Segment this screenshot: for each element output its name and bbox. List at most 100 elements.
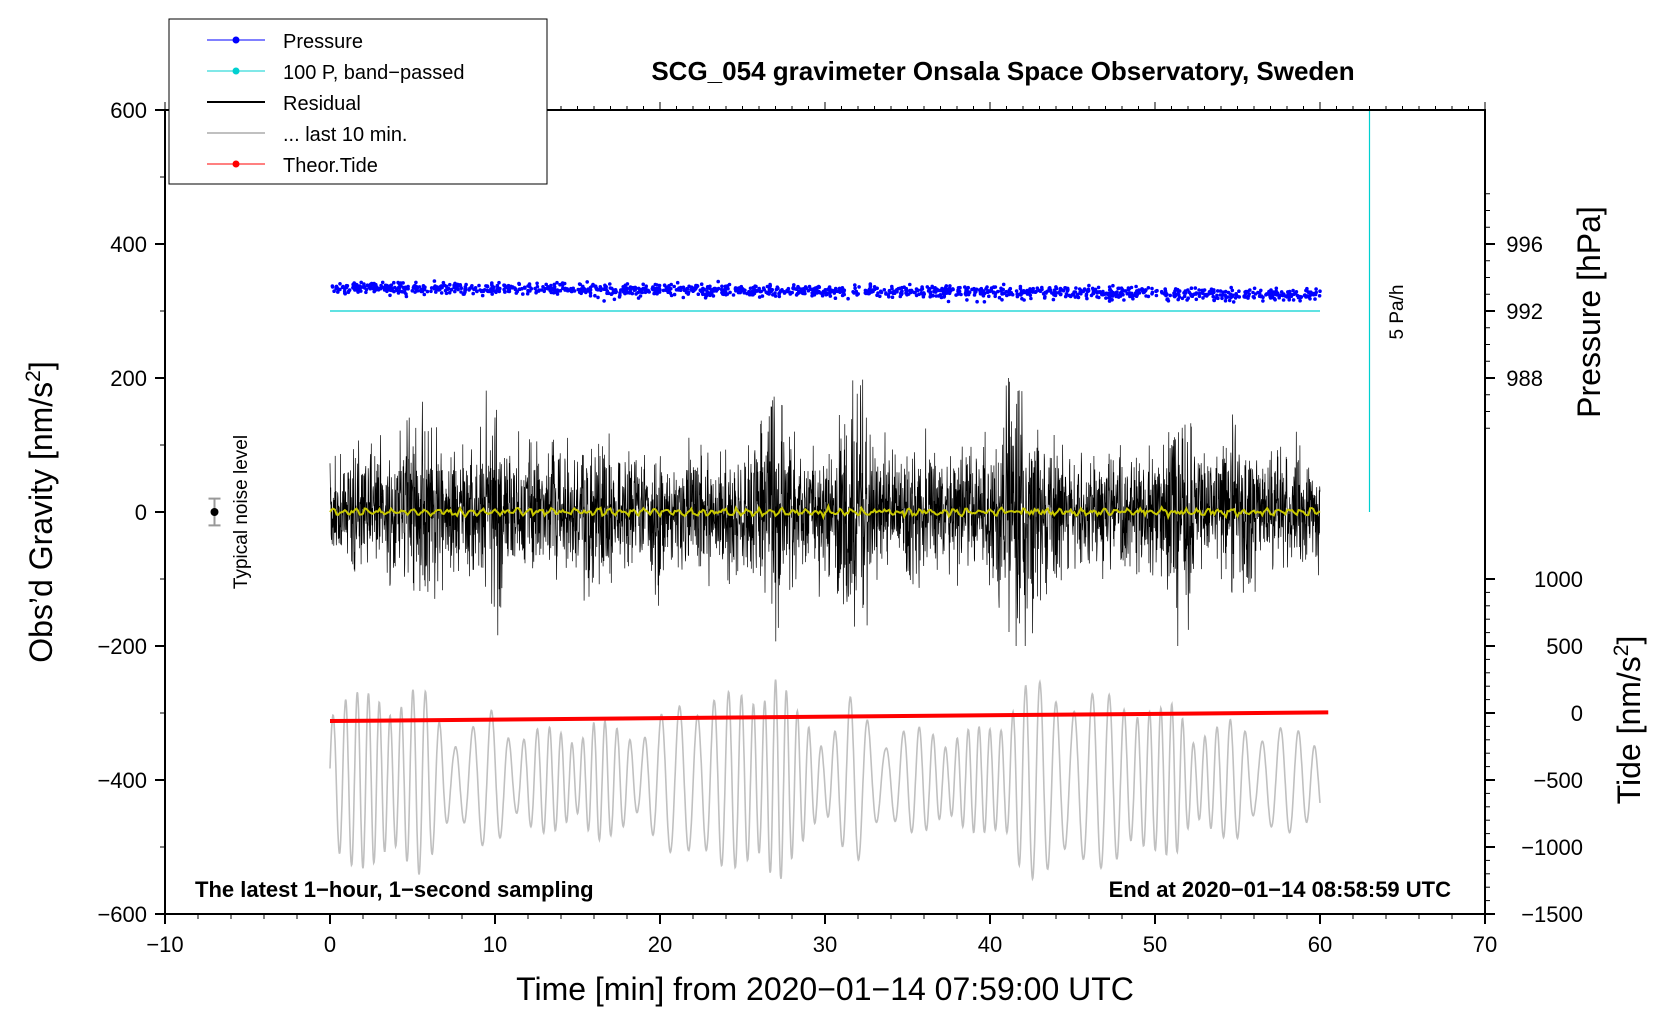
pressure-point bbox=[837, 289, 842, 294]
pressure-point bbox=[1106, 292, 1110, 297]
pressure-point bbox=[1197, 294, 1202, 299]
pressure-point bbox=[966, 292, 971, 297]
pressure-point bbox=[676, 288, 681, 292]
pressure-point bbox=[899, 290, 904, 294]
pressure-point bbox=[647, 290, 651, 294]
residual-smoothed-line bbox=[329, 502, 1321, 521]
pressure-point bbox=[1001, 291, 1005, 296]
pressure-point bbox=[586, 288, 590, 293]
pressure-point bbox=[1054, 285, 1058, 289]
pressure-point bbox=[340, 285, 345, 290]
pressure-point bbox=[890, 284, 894, 289]
pressure-point bbox=[634, 292, 638, 296]
pressure-point bbox=[1018, 286, 1023, 291]
pressure-point bbox=[484, 284, 488, 288]
pressure-point bbox=[544, 282, 548, 287]
pressure-point bbox=[773, 291, 777, 295]
pressure-point bbox=[1175, 287, 1180, 292]
pressure-point bbox=[447, 290, 452, 295]
tide-axis-title-sup: 2 bbox=[1610, 645, 1633, 657]
pressure-point bbox=[1034, 289, 1038, 294]
pressure-point bbox=[1074, 286, 1078, 290]
tide-tick-label: −500 bbox=[1533, 768, 1583, 793]
pressure-point bbox=[362, 282, 366, 286]
legend-item-band-passed: 100 P, band−passed bbox=[207, 62, 464, 84]
pressure-point bbox=[723, 284, 728, 289]
pressure-point bbox=[942, 294, 947, 298]
pressure-point bbox=[477, 283, 481, 288]
pressure-point bbox=[623, 287, 627, 291]
pressure-point bbox=[684, 290, 689, 295]
residual-line bbox=[329, 377, 1321, 647]
pressure-point bbox=[696, 292, 701, 297]
pressure-axis-title: Pressure [hPa] bbox=[1571, 206, 1607, 418]
pressure-point bbox=[602, 299, 606, 303]
pressure-point bbox=[472, 287, 476, 292]
scale-bar-label: 5 Pa/h bbox=[1387, 285, 1408, 340]
pressure-point bbox=[1095, 291, 1099, 295]
pressure-point bbox=[1134, 284, 1138, 289]
pressure-point bbox=[1129, 285, 1134, 290]
pressure-point bbox=[1207, 291, 1212, 296]
legend-swatch-pressure-dot bbox=[232, 36, 240, 44]
pressure-point bbox=[1295, 293, 1300, 298]
pressure-point bbox=[529, 286, 534, 291]
pressure-point bbox=[410, 289, 415, 293]
pressure-point bbox=[1146, 286, 1151, 290]
legend-item-residual: Residual bbox=[207, 93, 361, 115]
pressure-point bbox=[1261, 295, 1265, 300]
pressure-point bbox=[1197, 288, 1201, 292]
x-tick-label: 40 bbox=[978, 932, 1002, 957]
pressure-point bbox=[448, 282, 452, 287]
pressure-point bbox=[1234, 292, 1238, 296]
pressure-point bbox=[581, 284, 585, 289]
pressure-point bbox=[662, 283, 667, 288]
pressure-point bbox=[1014, 289, 1019, 293]
pressure-point bbox=[739, 289, 743, 293]
pressure-point bbox=[821, 289, 826, 294]
pressure-point bbox=[666, 290, 670, 295]
pressure-point bbox=[977, 288, 982, 292]
pressure-point bbox=[497, 280, 501, 285]
pressure-point bbox=[682, 288, 687, 293]
pressure-point bbox=[415, 285, 420, 290]
pressure-point bbox=[1005, 293, 1009, 298]
pressure-point bbox=[878, 294, 882, 299]
pressure-point bbox=[1274, 286, 1279, 291]
pressure-point bbox=[611, 288, 616, 292]
pressure-point bbox=[1065, 289, 1070, 293]
pressure-point bbox=[701, 287, 706, 292]
pressure-point bbox=[1040, 287, 1044, 292]
pressure-point bbox=[570, 289, 574, 294]
pressure-point bbox=[1211, 294, 1215, 299]
x-tick-label: 50 bbox=[1143, 932, 1167, 957]
pressure-point bbox=[987, 294, 991, 299]
pressure-point bbox=[404, 294, 409, 299]
pressure-point bbox=[1050, 291, 1054, 295]
pressure-point bbox=[1230, 288, 1235, 293]
chart-title: SCG_054 gravimeter Onsala Space Observat… bbox=[651, 56, 1354, 86]
pressure-point bbox=[1104, 296, 1108, 300]
pressure-point bbox=[1135, 292, 1139, 297]
pressure-point bbox=[689, 285, 694, 290]
pressure-point bbox=[1313, 297, 1317, 301]
pressure-point bbox=[681, 295, 686, 300]
x-axis-title: Time [min] from 2020−01−14 07:59:00 UTC bbox=[516, 971, 1134, 1007]
pressure-point bbox=[841, 290, 845, 295]
pressure-point bbox=[672, 284, 676, 289]
pressure-point bbox=[956, 289, 960, 294]
pressure-point bbox=[777, 291, 782, 295]
residual-series bbox=[329, 377, 1321, 647]
pressure-point bbox=[388, 293, 392, 298]
pressure-point bbox=[1216, 296, 1220, 301]
pressure-point bbox=[461, 292, 466, 296]
pressure-point bbox=[833, 296, 838, 301]
pressure-point bbox=[1187, 290, 1191, 295]
pressure-point bbox=[1272, 296, 1277, 301]
pressure-point bbox=[1035, 286, 1040, 291]
pressure-point bbox=[585, 280, 589, 284]
pressure-point bbox=[517, 287, 522, 292]
legend-label-pressure: Pressure bbox=[283, 31, 363, 53]
pressure-point bbox=[562, 281, 567, 286]
